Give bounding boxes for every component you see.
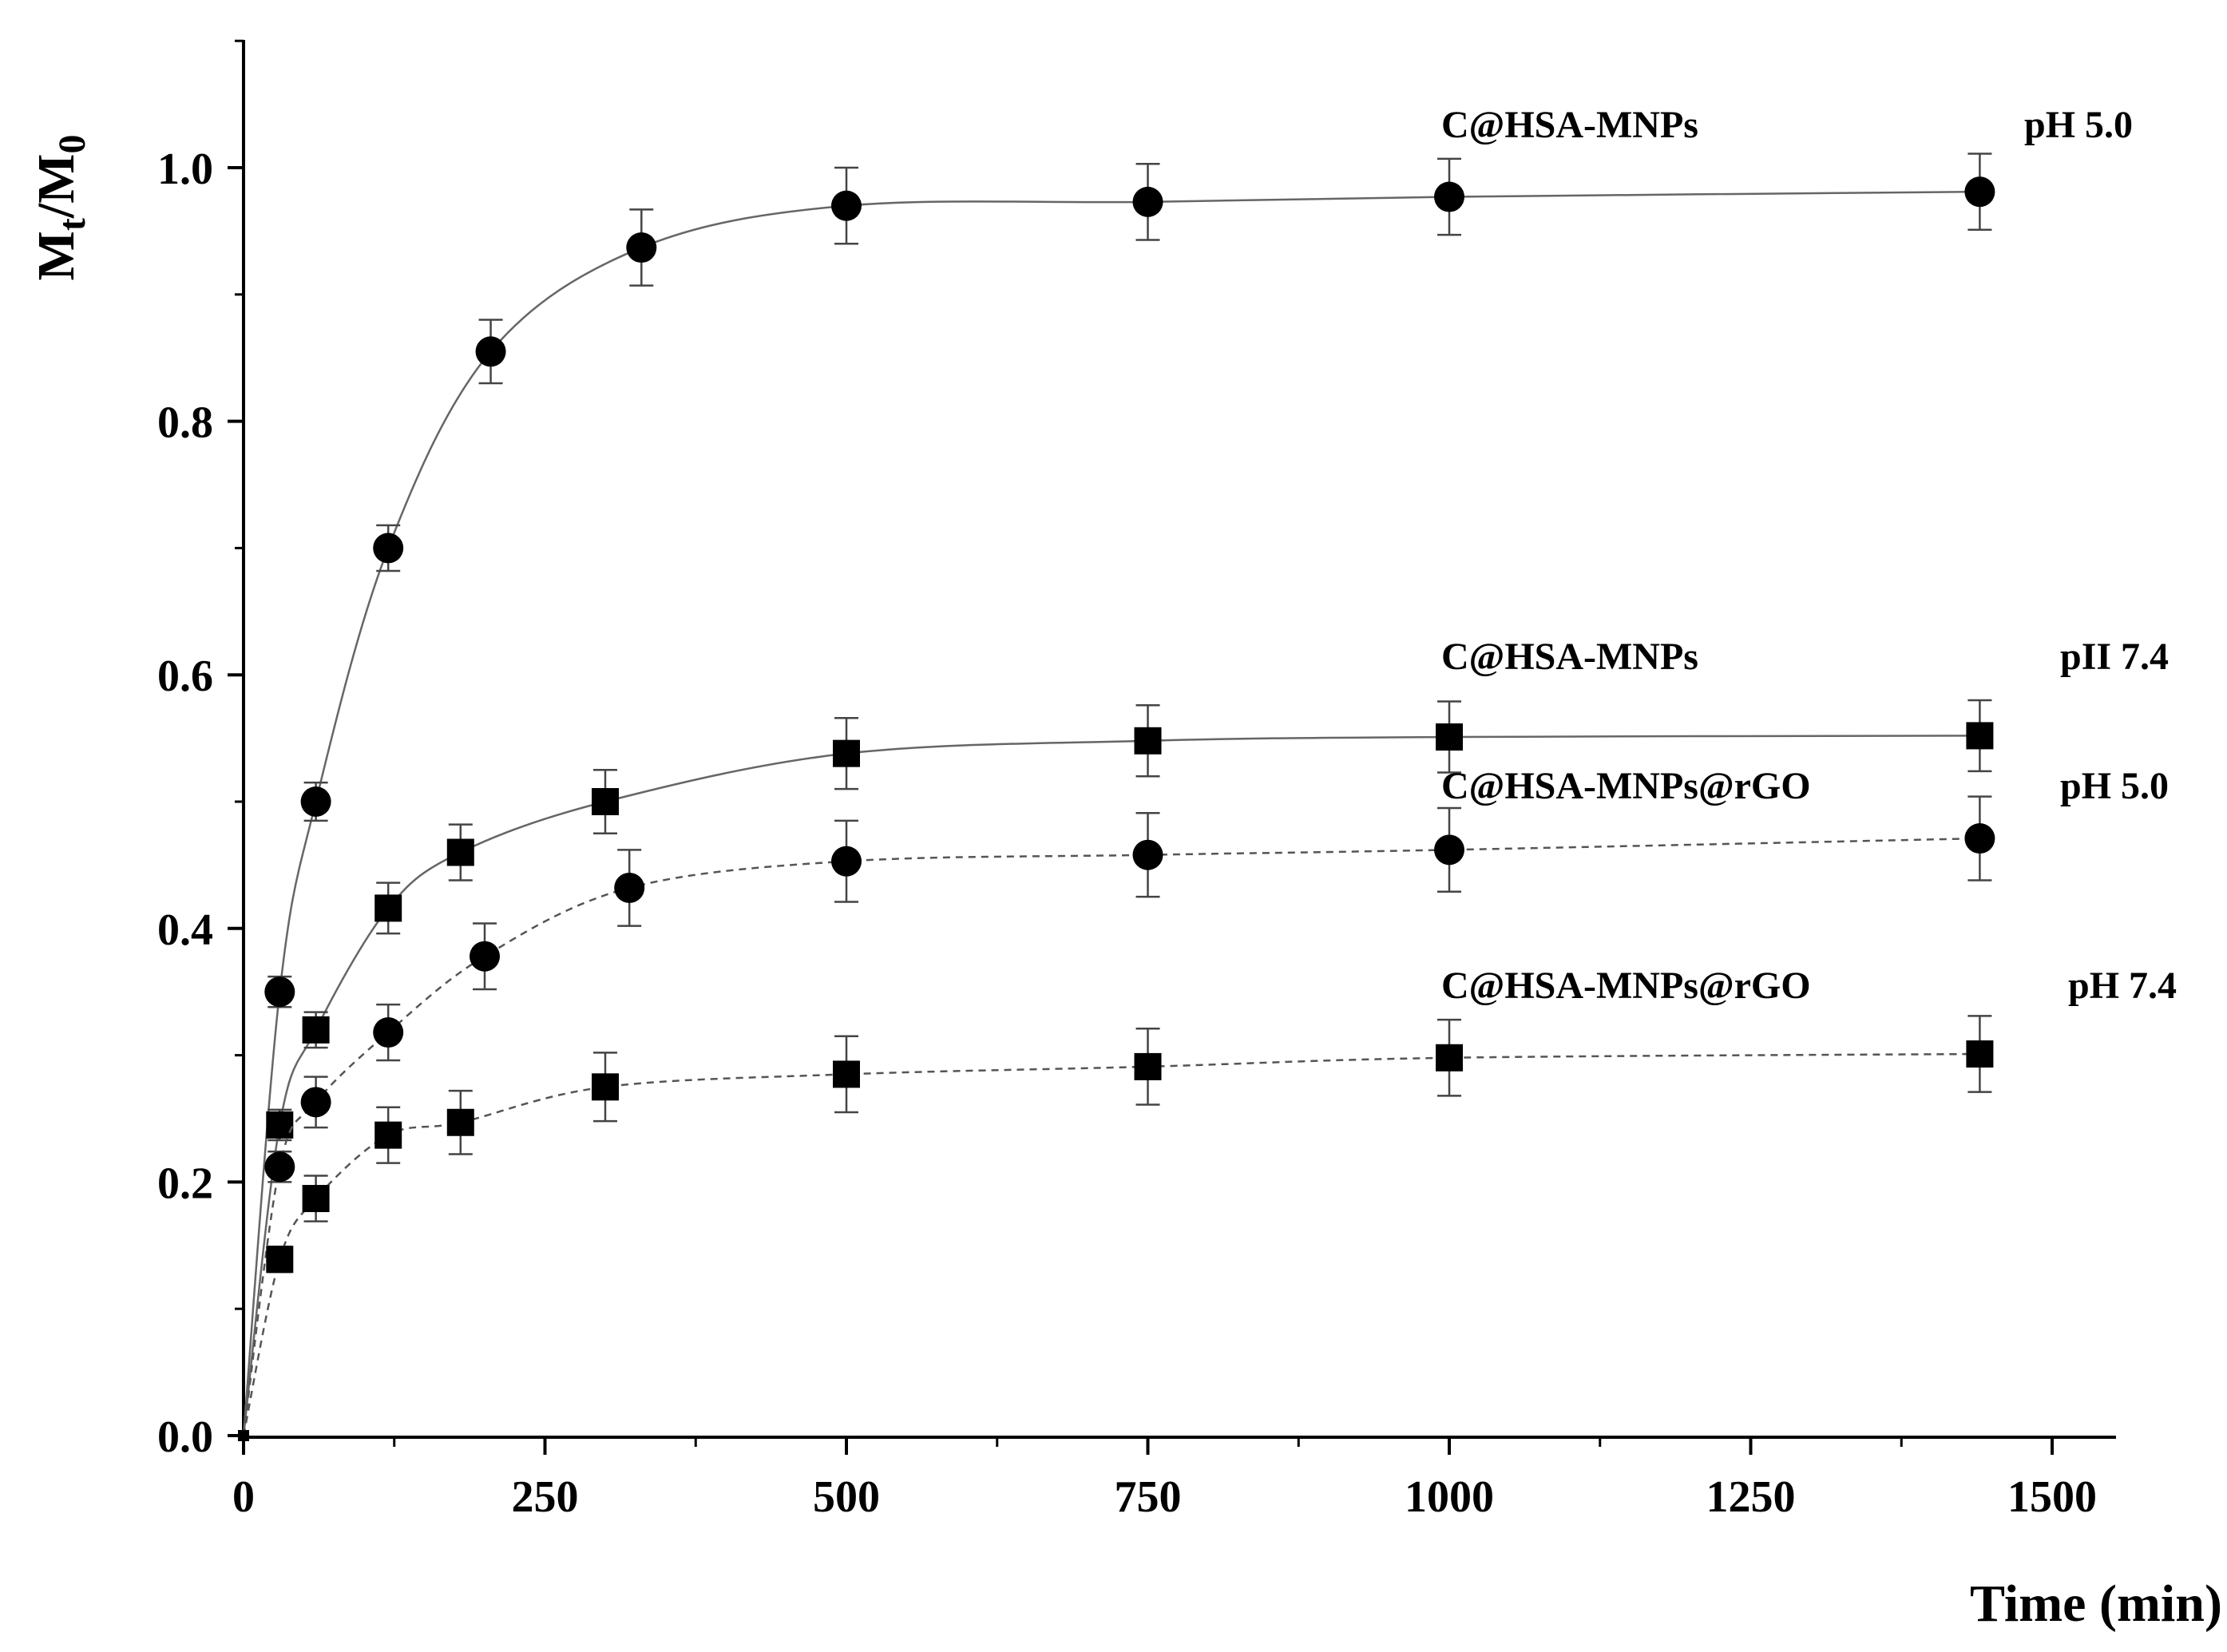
x-tick-label: 1250 [1706,1472,1796,1522]
y-axis-title-sub2: 0 [51,135,93,154]
annotation-series-4-ph: pH 7.4 [2068,965,2177,1007]
data-point [266,1111,294,1139]
data-point [592,788,619,815]
series-line [242,190,1980,1436]
y-tick-label: 0.6 [157,652,213,701]
data-point [1434,181,1464,212]
data-point [470,941,500,972]
series-layer [238,153,1995,1441]
data-point [302,1016,330,1044]
y-tick-label: 0.0 [157,1412,213,1462]
data-point [302,1185,330,1213]
data-point [1966,1040,1994,1068]
data-point [1436,723,1463,751]
y-axis-title-main: M [27,231,85,280]
data-point [1134,727,1162,755]
data-point [592,1073,619,1101]
annotation-series-3-ph: pH 5.0 [2060,765,2169,807]
data-point [833,1060,860,1088]
annotation-series-2-ph: pII 7.4 [2060,636,2169,678]
data-point [300,1087,331,1118]
axes: 0 250 500 750 1000 1250 1500 0.0 0.2 0.4 0.6 0.8 1.0 [157,39,2116,1522]
y-axis-title: Mt/M0 [27,135,93,281]
x-tick-label: 1000 [1405,1472,1494,1522]
data-point [373,1017,404,1048]
data-point [1132,186,1163,217]
y-axis-title-sub1: t [51,218,93,231]
x-tick-label: 1500 [2007,1472,2097,1522]
data-point [264,1151,295,1183]
data-point [374,894,402,922]
data-point [475,336,506,367]
annotation-series-3-label: C@HSA-MNPs@rGO [1441,765,1811,807]
y-tick-label: 1.0 [157,145,213,194]
data-point [373,533,404,564]
data-point [1434,834,1464,866]
data-point [831,846,862,877]
annotation-series-4-label: C@HSA-MNPs@rGO [1441,965,1811,1007]
data-point [614,872,645,903]
data-point [1436,1044,1463,1072]
y-axis-title-sep: /M [27,154,85,220]
annotation-series-2-label: C@HSA-MNPs [1441,636,1698,678]
x-tick-label: 0 [232,1472,255,1522]
x-tick-label: 250 [512,1472,579,1522]
x-tick-label: 500 [813,1472,880,1522]
data-point [446,838,474,866]
series-1 [238,153,1995,1441]
data-point [1964,176,1995,208]
data-point [374,1121,402,1149]
data-point [1132,839,1163,870]
data-point [300,786,331,817]
series-line [242,837,1980,1436]
y-tick-label: 0.2 [157,1159,213,1208]
y-tick-label: 0.4 [157,905,213,955]
data-point [446,1108,474,1136]
annotation-series-1-ph: pH 5.0 [2024,104,2133,146]
series-3 [238,795,1995,1441]
x-tick-label: 750 [1115,1472,1182,1522]
data-point [1966,722,1994,750]
data-point [266,1246,294,1274]
data-point [831,190,862,221]
y-tick-label: 0.8 [157,398,213,448]
series-4 [238,1015,1994,1441]
data-point [238,1430,249,1441]
data-point [264,977,295,1008]
annotation-series-1-label: C@HSA-MNPs [1441,104,1698,146]
series-line [242,1052,1980,1436]
data-point [1964,823,1995,854]
x-axis-title: Time (min) [1970,1575,2222,1633]
data-point [833,739,860,767]
data-point [1134,1052,1162,1080]
series-2 [238,699,1994,1441]
data-point [626,232,657,263]
